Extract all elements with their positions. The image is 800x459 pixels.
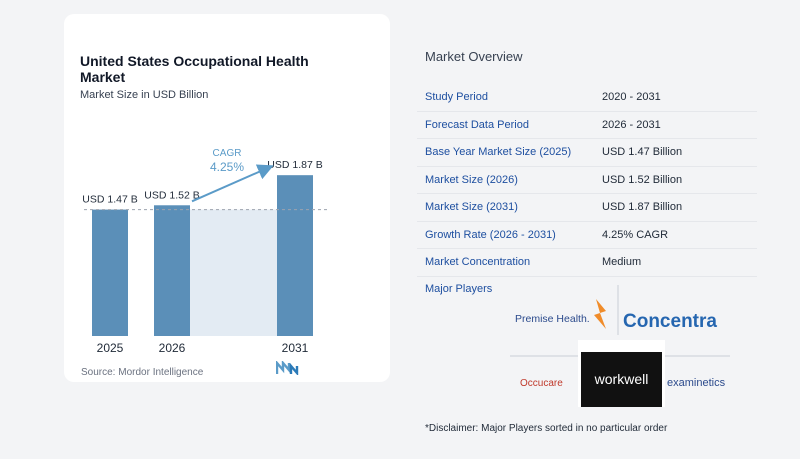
cagr-arrow — [191, 164, 274, 203]
overview-label: Study Period — [425, 91, 488, 104]
disclaimer: *Disclaimer: Major Players sorted in no … — [425, 423, 668, 434]
overview-value: 2026 - 2031 — [602, 118, 661, 131]
market-overview-title: Market Overview — [425, 49, 523, 64]
premise-health-flame-icon — [594, 299, 606, 329]
overview-row: Market Concentration Medium — [417, 249, 757, 277]
concentra-logo: Concentra — [623, 311, 717, 332]
major-players-title: Major Players — [425, 283, 493, 295]
overview-label: Market Size (2031) — [425, 201, 518, 214]
cagr-value: 4.25% — [210, 160, 244, 174]
overview-row: Market Size (2031) USD 1.87 Billion — [417, 194, 757, 222]
overview-label: Market Concentration — [425, 256, 531, 269]
overview-value: USD 1.47 Billion — [602, 146, 683, 159]
overview-label: Growth Rate (2026 - 2031) — [425, 228, 556, 241]
x-tick-label: 2026 — [159, 341, 186, 355]
overview-row: Study Period 2020 - 2031 — [417, 84, 757, 112]
source-label: Source: Mordor Intelligence — [81, 367, 204, 378]
bar-2031 — [277, 175, 313, 336]
growth-band — [190, 209, 277, 336]
overview-row: Forecast Data Period 2026 - 2031 — [417, 112, 757, 139]
overview-value: USD 1.52 Billion — [602, 173, 683, 186]
overview-value: Medium — [602, 256, 642, 269]
occucare-logo: Occucare — [520, 378, 563, 389]
bar-chart: USD 1.47 B 2025 USD 1.52 B 2026 USD 1.87 B 20… — [82, 148, 328, 355]
overview-value: 2020 - 2031 — [602, 91, 661, 104]
overview-label: Base Year Market Size (2025) — [425, 146, 572, 159]
overview-row: Growth Rate (2026 - 2031) 4.25% CAGR — [417, 222, 757, 249]
overview-label: Forecast Data Period — [425, 118, 529, 131]
data-label-2031: USD 1.87 B — [267, 159, 322, 171]
x-tick-label: 2025 — [97, 341, 124, 355]
overview-value: 4.25% CAGR — [602, 228, 669, 241]
data-label-2025: USD 1.47 B — [82, 194, 137, 206]
x-tick-label: 2031 — [282, 341, 309, 355]
overview-row: Base Year Market Size (2025) USD 1.47 Bi… — [417, 139, 757, 167]
player-logos: Premise Health. Concentra workwell Occuc… — [510, 285, 730, 407]
overview-row: Market Size (2026) USD 1.52 Billion — [417, 167, 757, 194]
examinetics-logo: examinetics — [667, 377, 726, 389]
bar-2026 — [154, 205, 190, 336]
workwell-logo: workwell — [594, 371, 649, 387]
overview-label: Market Size (2026) — [425, 173, 518, 186]
workwell-logo-box — [581, 352, 662, 407]
premise-health-logo: Premise Health. — [515, 299, 606, 329]
overview-value: USD 1.87 Billion — [602, 201, 683, 214]
market-overview-table: Study Period 2020 - 2031 Forecast Data P… — [417, 84, 757, 277]
bar-2025 — [92, 209, 128, 336]
chart-subtitle: Market Size in USD Billion — [80, 89, 209, 101]
mordor-intelligence-logo-icon — [276, 361, 299, 375]
data-label-2026: USD 1.52 B — [144, 189, 199, 201]
cagr-label: CAGR — [213, 148, 242, 159]
premise-health-logo-text: Premise Health. — [515, 313, 590, 325]
chart-title: United States Occupational Health Market — [80, 53, 309, 85]
